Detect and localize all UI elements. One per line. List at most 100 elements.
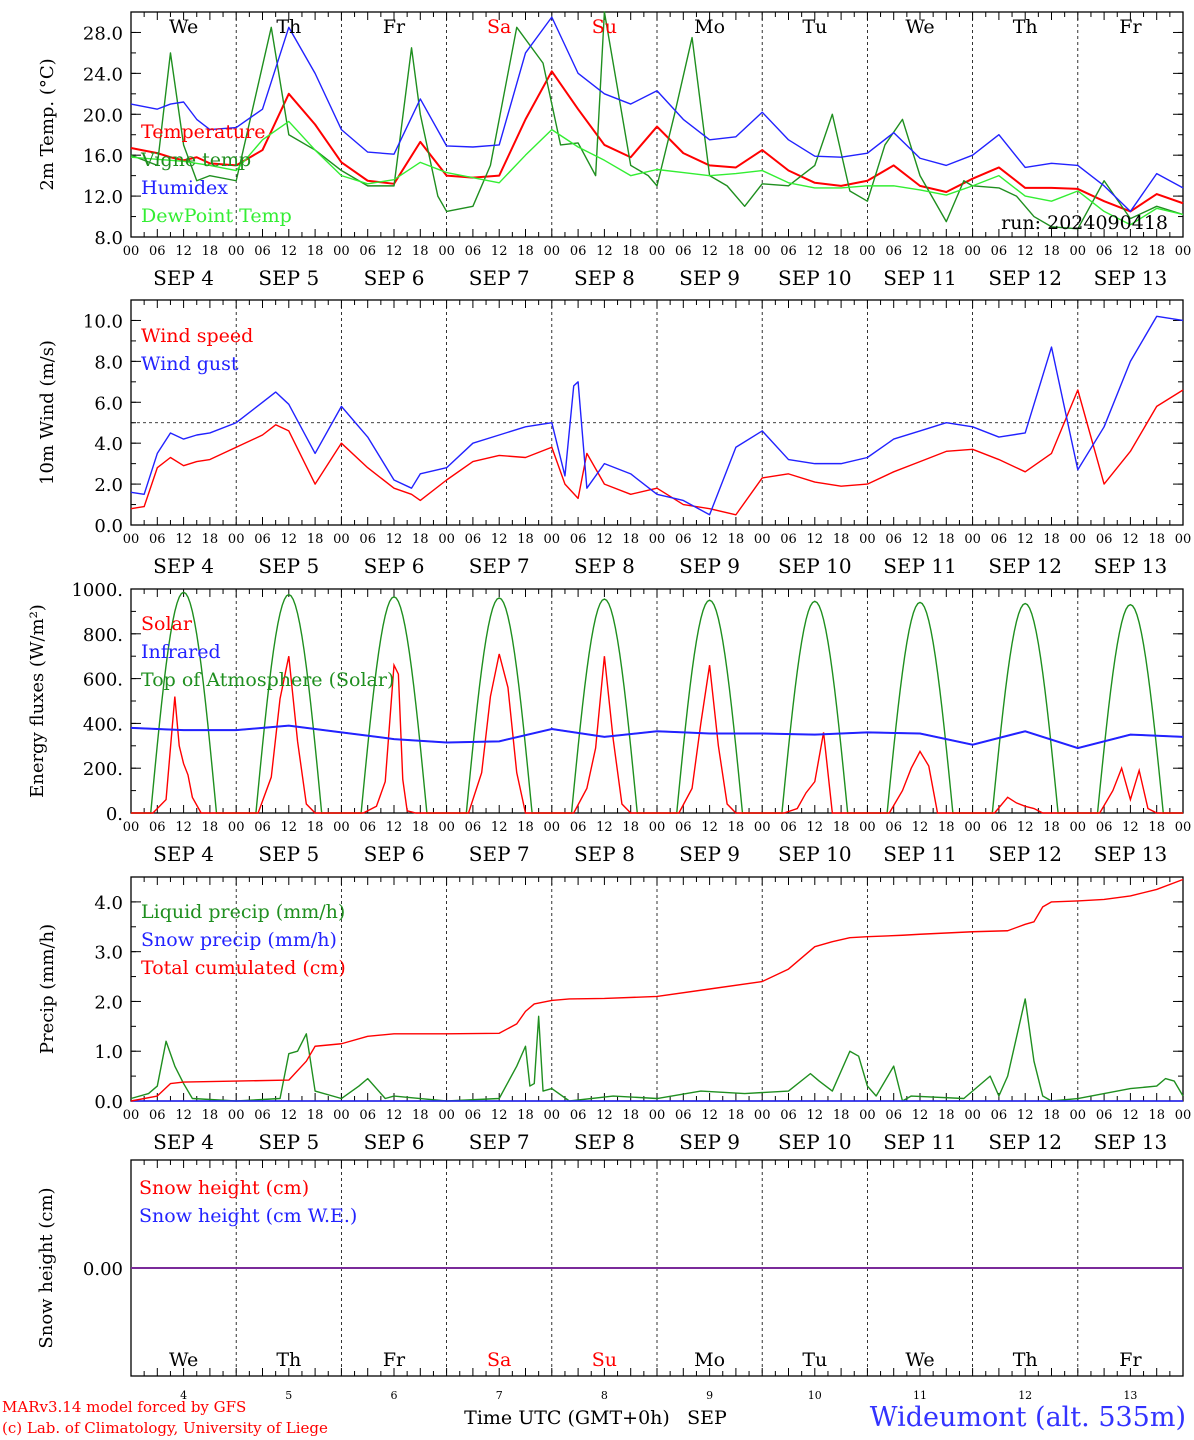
hour-tick-label: 12 xyxy=(1017,820,1034,835)
hour-tick-label: 06 xyxy=(780,820,797,835)
date-label: SEP 13 xyxy=(1094,554,1168,578)
weekday-label: Th xyxy=(1013,16,1038,38)
y-tick-label: 3.0 xyxy=(94,943,123,964)
series-line-humidex xyxy=(130,16,1184,213)
hour-tick-label: 00 xyxy=(859,244,876,259)
weekday-label: We xyxy=(905,1349,934,1371)
hour-tick-label: 12 xyxy=(386,820,403,835)
hour-tick-label: 00 xyxy=(123,532,140,547)
hour-tick-label: 18 xyxy=(412,244,429,259)
hour-tick-label: 18 xyxy=(517,532,534,547)
hour-tick-label: 06 xyxy=(780,532,797,547)
hour-tick-label: 00 xyxy=(333,532,350,547)
hour-tick-label: 06 xyxy=(1096,1108,1113,1123)
hour-tick-label: 18 xyxy=(833,1108,850,1123)
hour-tick-label: 00 xyxy=(859,820,876,835)
hour-tick-label: 12 xyxy=(491,820,508,835)
weekday-label: Fr xyxy=(383,16,406,38)
hour-tick-label: 18 xyxy=(1148,1108,1165,1123)
hour-tick-label: 18 xyxy=(1148,244,1165,259)
hour-tick-label: 06 xyxy=(675,1108,692,1123)
hour-tick-label: 18 xyxy=(202,820,219,835)
hour-tick-label: 12 xyxy=(912,532,929,547)
hour-tick-label: 18 xyxy=(307,820,324,835)
y-tick-label: 1.0 xyxy=(94,1042,123,1063)
hour-tick-label: 06 xyxy=(675,820,692,835)
hour-tick-label: 12 xyxy=(386,1108,403,1123)
y-tick-label: 0.0 xyxy=(94,1092,123,1113)
y-tick-label: 6.0 xyxy=(94,393,123,414)
hour-tick-label: 00 xyxy=(544,820,561,835)
station-name: Wideumont (alt. 535m) xyxy=(869,1402,1186,1433)
hour-tick-label: 00 xyxy=(1070,820,1087,835)
hour-tick-label: 12 xyxy=(1122,820,1139,835)
hour-tick-label: 06 xyxy=(570,820,587,835)
hour-tick-label: 06 xyxy=(465,244,482,259)
date-label: SEP 6 xyxy=(364,266,425,290)
hour-tick-label: 12 xyxy=(1122,532,1139,547)
y-tick-label: 2.0 xyxy=(94,475,123,496)
hour-tick-label: 18 xyxy=(728,532,745,547)
date-label: SEP 9 xyxy=(679,842,740,866)
hour-tick-label: 06 xyxy=(991,532,1008,547)
hour-tick-label: 00 xyxy=(228,532,245,547)
hour-tick-label: 12 xyxy=(386,532,403,547)
hour-tick-label: 12 xyxy=(175,820,192,835)
hour-tick-label: 18 xyxy=(622,532,639,547)
bottom-date-label: 6 xyxy=(391,1389,398,1402)
y-axis-label: Snow height (cm) xyxy=(36,1187,57,1348)
hour-tick-label: 00 xyxy=(1070,532,1087,547)
hour-tick-label: 06 xyxy=(359,1108,376,1123)
hour-tick-label: 00 xyxy=(964,244,981,259)
date-label: SEP 4 xyxy=(153,1130,214,1154)
hour-tick-label: 00 xyxy=(649,244,666,259)
solar-curve xyxy=(131,696,237,814)
y-tick-label: 200. xyxy=(83,759,123,780)
hour-tick-label: 06 xyxy=(885,1108,902,1123)
hour-tick-label: 18 xyxy=(1148,532,1165,547)
solar-curve xyxy=(446,653,552,814)
hour-tick-label: 00 xyxy=(754,820,771,835)
date-label: SEP 8 xyxy=(574,266,635,290)
date-label: SEP 5 xyxy=(258,842,319,866)
hour-tick-label: 18 xyxy=(517,1108,534,1123)
hour-tick-label: 00 xyxy=(649,820,666,835)
hour-tick-label: 18 xyxy=(938,820,955,835)
date-label: SEP 10 xyxy=(778,842,852,866)
hour-tick-label: 00 xyxy=(228,820,245,835)
hour-tick-label: 18 xyxy=(728,244,745,259)
toa-solar-curve xyxy=(446,597,552,814)
hour-tick-label: 00 xyxy=(1070,244,1087,259)
weekday-label: Fr xyxy=(1119,1349,1142,1371)
toa-solar-curve xyxy=(341,596,447,814)
bottom-date-label: 11 xyxy=(913,1389,927,1402)
x-axis-month-label: SEP xyxy=(687,1407,727,1429)
hour-tick-label: 18 xyxy=(1043,1108,1060,1123)
y-tick-label: 4.0 xyxy=(94,434,123,455)
hour-tick-label: 12 xyxy=(491,1108,508,1123)
toa-solar-curve xyxy=(236,593,342,814)
y-tick-label: 400. xyxy=(83,714,123,735)
hour-tick-label: 00 xyxy=(544,1108,561,1123)
bottom-date-label: 10 xyxy=(808,1389,822,1402)
hour-tick-label: 12 xyxy=(1017,1108,1034,1123)
hour-tick-label: 06 xyxy=(1096,244,1113,259)
y-tick-label: 0. xyxy=(106,804,123,825)
bottom-date-label: 5 xyxy=(285,1389,292,1402)
date-label: SEP 5 xyxy=(258,266,319,290)
hour-tick-label: 18 xyxy=(202,244,219,259)
weekday-label: Th xyxy=(276,16,301,38)
hour-tick-label: 00 xyxy=(859,1108,876,1123)
date-label: SEP 11 xyxy=(883,1130,957,1154)
panel-energy: 0. 200. 400. 600. 800. 1000. Energy fluxes (W/… xyxy=(27,580,1191,866)
date-label: SEP 4 xyxy=(153,266,214,290)
y-tick-label: 28.0 xyxy=(83,23,123,44)
weekday-label: We xyxy=(169,1349,198,1371)
panel-snow: 0.00 Snow height (cm) Snow height (cm) Snow… xyxy=(36,1159,1184,1377)
y-tick-label: 8.0 xyxy=(94,352,123,373)
hour-tick-label: 00 xyxy=(649,532,666,547)
weekday-label: Sa xyxy=(487,16,511,38)
date-label: SEP 11 xyxy=(883,266,957,290)
hour-tick-label: 06 xyxy=(1096,820,1113,835)
